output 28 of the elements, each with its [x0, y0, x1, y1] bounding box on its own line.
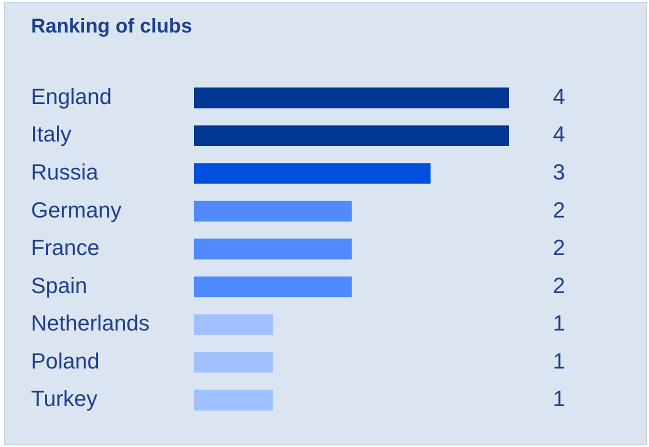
- data-label: 4: [552, 84, 566, 109]
- data-label: 1: [552, 348, 566, 374]
- bar: [194, 125, 509, 146]
- data-label: 3: [552, 160, 566, 185]
- y-tick-label: Netherlands: [31, 310, 150, 336]
- data-label: 2: [552, 197, 566, 222]
- y-tick-label: Turkey: [31, 386, 98, 412]
- data-label: 1: [552, 310, 566, 336]
- bar: [194, 276, 352, 298]
- bar: [194, 352, 274, 373]
- bar: [194, 88, 509, 108]
- bar: [194, 238, 352, 260]
- data-label: 2: [552, 235, 566, 260]
- y-tick-label: Poland: [31, 348, 100, 374]
- bar: [194, 314, 274, 335]
- chart-title: Ranking of clubs: [31, 16, 192, 38]
- y-tick-label: Italy: [31, 122, 72, 147]
- data-label: 4: [552, 122, 566, 147]
- y-tick-label: Spain: [31, 272, 88, 298]
- y-tick-label: France: [31, 235, 100, 260]
- data-label: 2: [552, 272, 566, 298]
- bar: [194, 390, 274, 410]
- y-tick-label: England: [31, 84, 112, 109]
- y-tick-label: Russia: [31, 160, 100, 185]
- bar: [194, 163, 431, 184]
- bar: [194, 200, 352, 222]
- data-label: 1: [552, 386, 566, 412]
- y-tick-label: Germany: [31, 197, 122, 222]
